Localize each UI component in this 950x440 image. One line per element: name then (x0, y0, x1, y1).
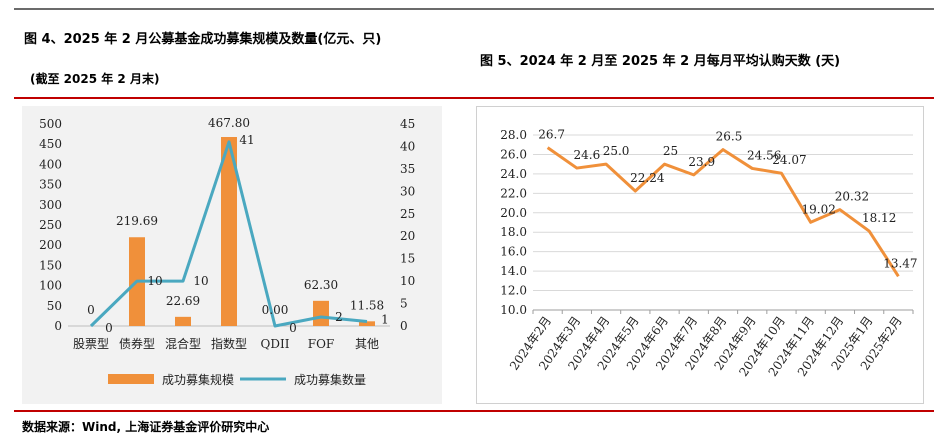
y-left-tick-label: 300 (39, 198, 62, 212)
figure4-subtitle: (截至 2025 年 2 月末) (30, 72, 160, 86)
y-left-tick-label: 50 (47, 299, 62, 313)
y-left-tick-label: 250 (39, 218, 62, 232)
y-tick-label: 18.0 (500, 225, 527, 239)
data-label: 23.9 (688, 155, 715, 169)
line-data-label: 2 (335, 310, 343, 324)
data-label: 24.56 (747, 148, 781, 162)
line-data-label: 0 (105, 321, 113, 335)
y-left-tick-label: 0 (54, 319, 62, 333)
bar-data-label: 22.69 (166, 294, 200, 308)
data-label: 24.6 (573, 148, 600, 162)
y-right-tick-label: 30 (400, 184, 415, 198)
y-left-tick-label: 350 (39, 178, 62, 192)
legend-line-label: 成功募集数量 (294, 372, 366, 387)
line-data-label: 0 (289, 321, 297, 335)
y-tick-label: 16.0 (500, 245, 527, 259)
x-tick-label: 指数型 (211, 336, 247, 351)
x-tick-label: FOF (308, 337, 335, 351)
data-label: 25 (663, 144, 678, 158)
line-data-label: 10 (147, 274, 162, 288)
figure5-panel: 10.0 12.0 14.0 16.0 18.0 20.0 22.0 24.0 26.0 28.0… (476, 106, 924, 404)
data-label: 24.07 (772, 153, 806, 167)
y-right-tick-label: 20 (400, 229, 415, 243)
y-right-tick-label: 35 (400, 162, 415, 176)
y-left-tick-label: 500 (39, 117, 62, 131)
x-tick-label: QDII (261, 337, 290, 351)
y-right-tick-label: 0 (400, 319, 408, 333)
y-tick-label: 14.0 (500, 264, 527, 278)
top-rule (14, 8, 934, 10)
figure5-chart: 10.0 12.0 14.0 16.0 18.0 20.0 22.0 24.0 26.0 28.0… (500, 128, 917, 379)
bar-data-label: 11.58 (350, 298, 384, 312)
y-right-tick-label: 10 (400, 274, 415, 288)
data-label: 26.5 (716, 130, 743, 144)
legend-bar-label: 成功募集规模 (162, 372, 234, 387)
y-left-tick-label: 400 (39, 157, 62, 171)
y-right-tick-label: 45 (400, 117, 415, 131)
y-tick-label: 28.0 (500, 128, 527, 142)
y-tick-label: 24.0 (500, 167, 527, 181)
y-tick-label: 26.0 (500, 147, 527, 161)
line-data-label: 41 (239, 133, 254, 147)
data-label: 20.32 (835, 190, 869, 204)
y-tick-label: 22.0 (500, 186, 527, 200)
data-label: 26.7 (538, 128, 565, 142)
line-data-label: 1 (381, 313, 389, 327)
bar (221, 137, 237, 326)
bar (359, 321, 375, 326)
y-tick-label: 12.0 (500, 284, 527, 298)
figure4-title: 图 4、2025 年 2 月公募基金成功募集规模及数量(亿元、只) (24, 32, 382, 47)
x-tick-label: 其他 (355, 337, 379, 351)
x-tick-label: 债券型 (119, 336, 155, 351)
x-tick-label: 股票型 (73, 337, 109, 351)
header-rule (14, 97, 934, 99)
y-left-tick-label: 450 (39, 137, 62, 151)
bar (175, 316, 191, 326)
y-right-tick-label: 5 (400, 297, 408, 311)
y-tick-label: 20.0 (500, 206, 527, 220)
y-right-tick-label: 15 (400, 252, 415, 266)
bar-data-label: 467.80 (208, 116, 250, 130)
bar-data-label: 0 (87, 303, 95, 317)
y-left-tick-label: 100 (39, 279, 62, 293)
figure4-panel: 0 50 100 150 200 250 300 350 400 450 500 0 5 10 15 20 25… (22, 106, 442, 404)
footer-rule (14, 410, 934, 412)
bar-data-label: 219.69 (116, 214, 158, 228)
y-left-tick-label: 200 (39, 238, 62, 252)
count-series-line (89, 140, 368, 328)
bar-data-label: 62.30 (304, 278, 338, 292)
data-label: 13.47 (883, 256, 917, 270)
data-label: 18.12 (862, 211, 896, 225)
avg-days-series-line (546, 146, 900, 278)
figure5-title: 图 5、2024 年 2 月至 2025 年 2 月每月平均认购天数 (天) (480, 54, 841, 69)
x-tick-label: 混合型 (165, 336, 201, 351)
y-right-tick-label: 25 (400, 207, 415, 221)
line-data-label: 10 (193, 274, 208, 288)
data-label: 22.24 (630, 171, 665, 185)
y-left-tick-label: 150 (39, 258, 62, 272)
figure4-chart: 0501001502002503003504004505000510152025… (39, 116, 415, 387)
data-label: 25.0 (603, 144, 630, 158)
bar-data-label: 0.00 (262, 303, 289, 317)
source-note: 数据来源：Wind, 上海证券基金评价研究中心 (22, 420, 270, 434)
y-right-tick-label: 40 (400, 139, 415, 153)
legend-bar-swatch (108, 374, 154, 384)
bar (313, 300, 329, 326)
y-tick-label: 10.0 (500, 303, 527, 317)
data-label: 19.02 (802, 202, 836, 216)
